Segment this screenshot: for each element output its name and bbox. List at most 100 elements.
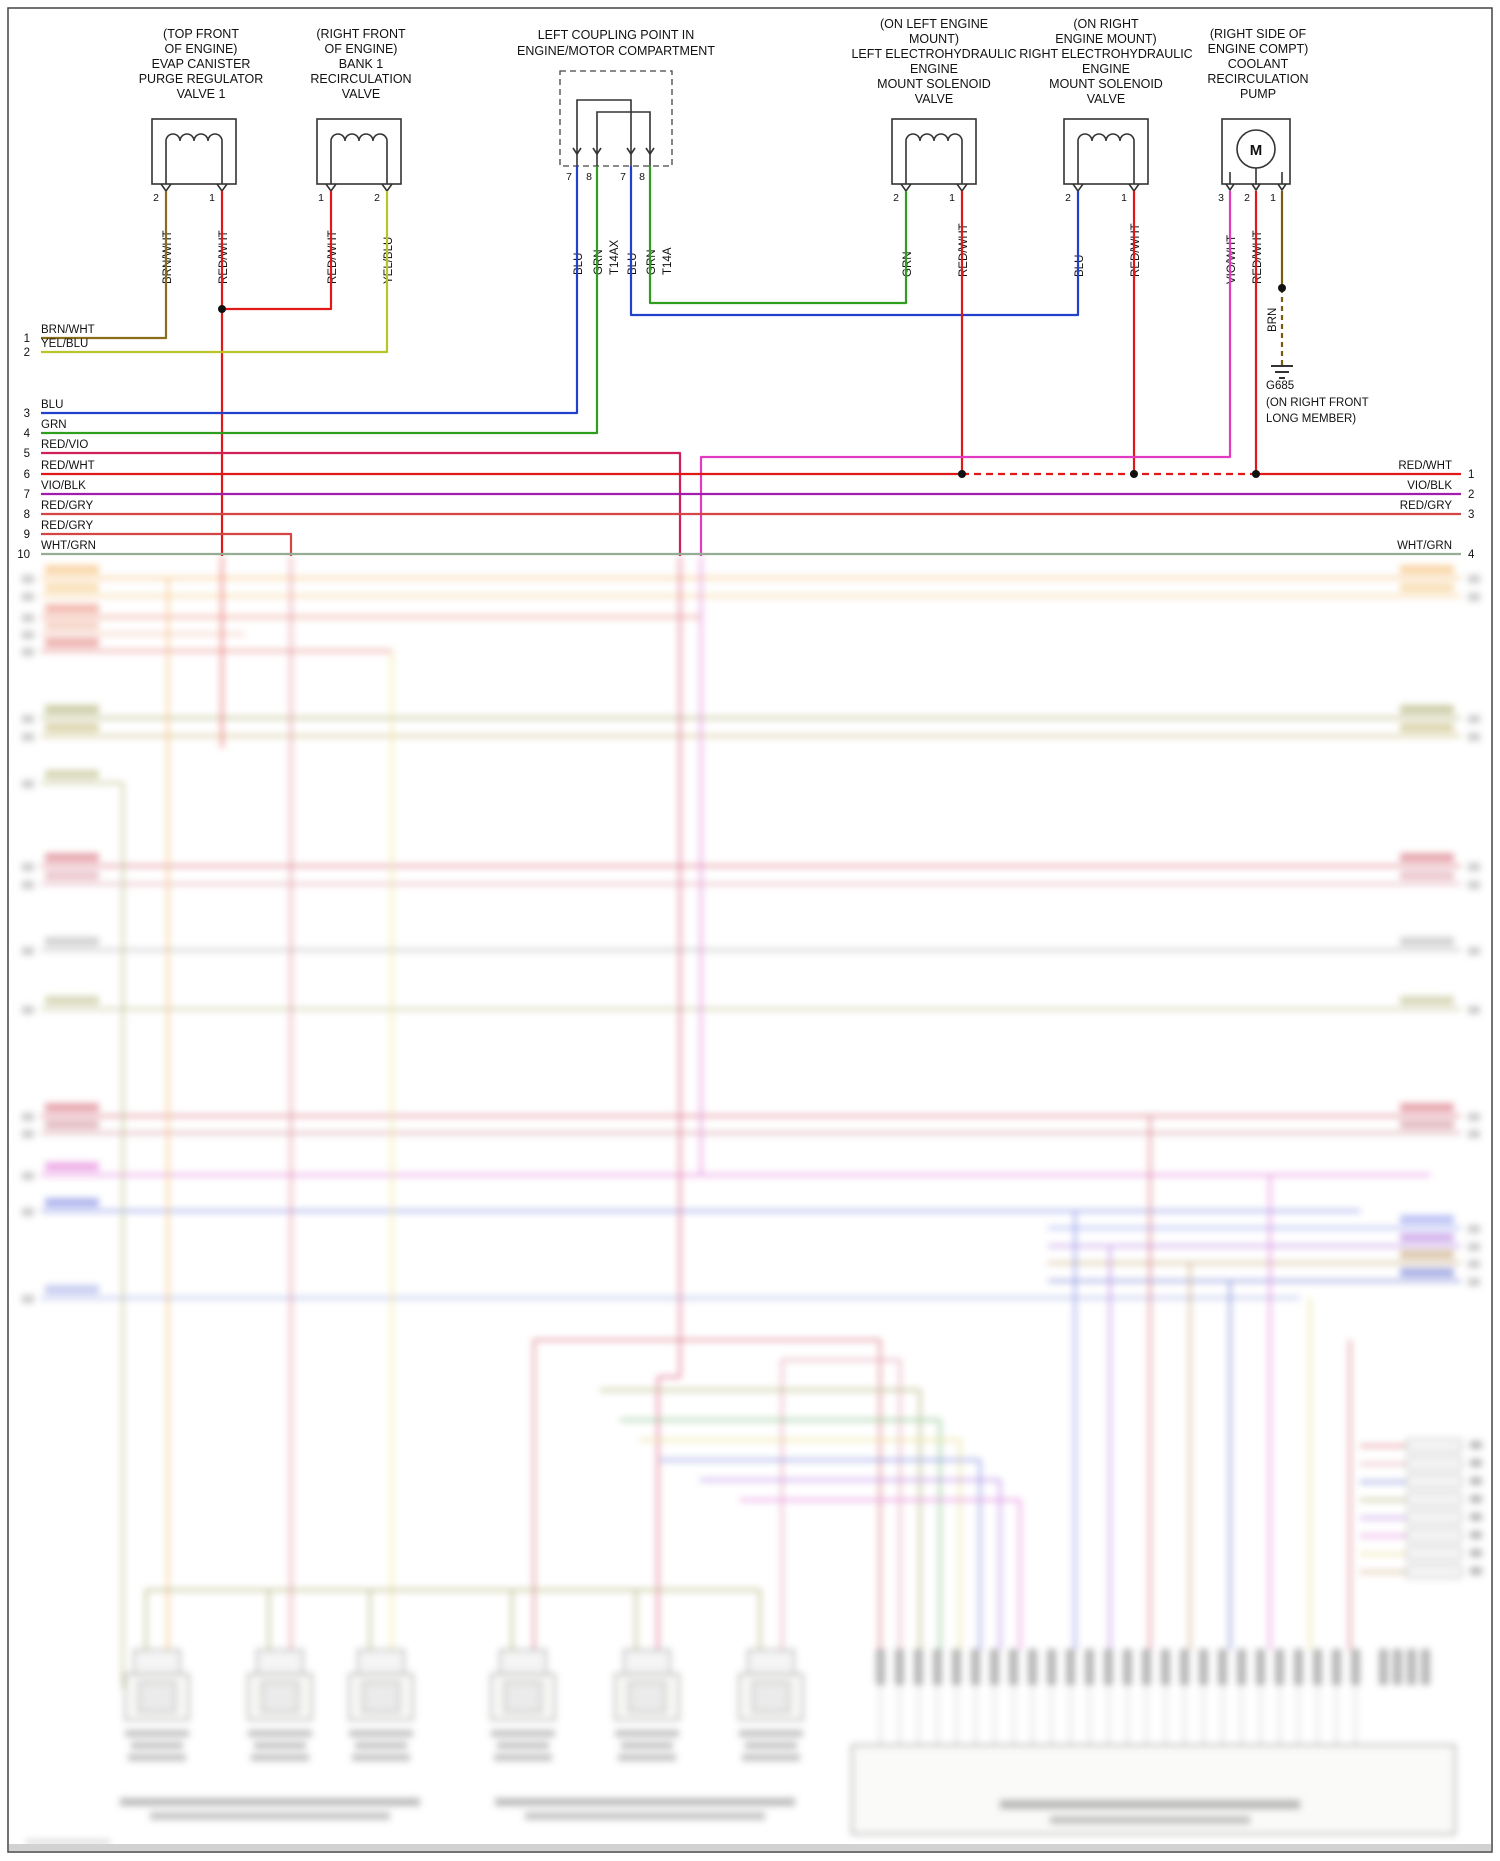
row-number: 5 bbox=[24, 448, 30, 460]
blurred-shape bbox=[494, 1754, 552, 1761]
ground-g685: BRN G685 (ON RIGHT FRONT LONG MEMBER) bbox=[1266, 191, 1369, 425]
blurred-shape bbox=[739, 1730, 803, 1737]
pin-number: 2 bbox=[893, 192, 899, 204]
blurred-shape bbox=[355, 1742, 407, 1749]
pin-number: 2 bbox=[374, 192, 380, 204]
coupling-point: LEFT COUPLING POINT IN ENGINE/MOTOR COMP… bbox=[517, 28, 715, 275]
wire-brn-wht bbox=[41, 191, 168, 340]
wire-blu-right-mount bbox=[629, 166, 1080, 317]
blurred-shape bbox=[362, 1681, 400, 1713]
blurred-shape bbox=[1421, 1649, 1430, 1685]
row-number: 1 bbox=[24, 333, 30, 345]
solenoid-valve-symbol bbox=[316, 118, 402, 185]
pin-number: 7 bbox=[566, 171, 572, 183]
wire-color-label: BLU bbox=[573, 253, 585, 275]
row-number: 4 bbox=[24, 428, 31, 440]
connector-chevron-icon bbox=[1072, 183, 1140, 193]
diagram-border bbox=[7, 7, 1493, 1853]
component-label: PUMP bbox=[1240, 87, 1276, 101]
blurred-shape bbox=[248, 1730, 312, 1737]
coil-icon bbox=[165, 133, 223, 142]
blurred-shape bbox=[752, 1681, 790, 1713]
component-label: LEFT ELECTROHYDRAULIC bbox=[851, 47, 1016, 61]
row-number: 3 bbox=[1468, 509, 1474, 521]
component-label: (RIGHT SIDE OF bbox=[1210, 27, 1307, 41]
component-label: BANK 1 bbox=[339, 57, 384, 71]
wire-color-label: BRN/WHT bbox=[162, 230, 174, 284]
row-label: WHT/GRN bbox=[1397, 540, 1452, 552]
component-label: (ON RIGHT bbox=[1073, 17, 1139, 31]
row-label: RED/WHT bbox=[41, 460, 95, 472]
wire-grn-left-mount bbox=[648, 166, 908, 305]
blurred-cross-links bbox=[144, 1338, 1020, 1650]
blurred-shape bbox=[618, 1754, 676, 1761]
component-label: ENGINE bbox=[1082, 62, 1130, 76]
blurred-wire-labels bbox=[22, 565, 1480, 1303]
component-label: VALVE 1 bbox=[177, 87, 226, 101]
pin-number: 1 bbox=[209, 192, 215, 204]
row-number: 8 bbox=[24, 509, 30, 521]
wire-color-label: YEL/BLU bbox=[383, 237, 395, 284]
row-label: WHT/GRN bbox=[41, 540, 96, 552]
wire-color-label: RED/WHT bbox=[327, 230, 339, 284]
component-coolant-pump: (RIGHT SIDE OF ENGINE COMPT) COOLANT REC… bbox=[1207, 27, 1308, 284]
blurred-shape bbox=[497, 1742, 549, 1749]
wire-blu bbox=[41, 166, 579, 415]
connector-name: T14A bbox=[662, 247, 674, 275]
blurred-shape bbox=[745, 1742, 797, 1749]
component-label: VALVE bbox=[1087, 92, 1125, 106]
component-label: RECIRCULATION bbox=[310, 72, 411, 86]
leads bbox=[1077, 141, 1135, 184]
component-label: PURGE REGULATOR bbox=[139, 72, 264, 86]
blurred-wiring-svg bbox=[22, 552, 1482, 1847]
leads bbox=[905, 141, 963, 184]
wire-color-label: RED/WHT bbox=[218, 230, 230, 284]
blurred-shape bbox=[504, 1681, 542, 1713]
blurred-shape bbox=[138, 1681, 176, 1713]
row-label: BRN/WHT bbox=[41, 324, 95, 336]
wire-color-label: GRN bbox=[902, 251, 914, 277]
row-label: RED/WHT bbox=[1398, 460, 1452, 472]
row-number: 10 bbox=[17, 549, 30, 561]
junction-dot bbox=[1130, 470, 1138, 478]
solenoid-valve-symbol bbox=[1063, 118, 1149, 185]
blurred-shape bbox=[747, 1649, 795, 1675]
blurred-shape bbox=[125, 1730, 189, 1737]
blurred-shape bbox=[742, 1754, 800, 1761]
component-label: LEFT COUPLING POINT IN bbox=[538, 28, 695, 42]
component-label: RIGHT ELECTROHYDRAULIC bbox=[1019, 47, 1192, 61]
solenoid-valve-symbol bbox=[151, 118, 237, 185]
blurred-shape bbox=[499, 1649, 547, 1675]
blurred-vertical-wires bbox=[121, 552, 1352, 1688]
row-label: RED/VIO bbox=[41, 439, 88, 451]
leads bbox=[1229, 168, 1283, 184]
junction-dot bbox=[1278, 284, 1286, 292]
component-evap-purge-valve: (TOP FRONT OF ENGINE) EVAP CANISTER PURG… bbox=[139, 27, 264, 284]
blurred-shape bbox=[128, 1754, 186, 1761]
coil-icon bbox=[330, 133, 388, 142]
row-number: 2 bbox=[24, 347, 30, 359]
blurred-shape bbox=[352, 1754, 410, 1761]
connector-name: T14AX bbox=[609, 240, 621, 275]
group-label-blobs bbox=[120, 1798, 795, 1820]
blurred-shape bbox=[251, 1754, 309, 1761]
component-label: ENGINE/MOTOR COMPARTMENT bbox=[517, 44, 715, 58]
row-label: RED/GRY bbox=[41, 520, 94, 532]
component-left-engine-mount-valve: (ON LEFT ENGINE MOUNT) LEFT ELECTROHYDRA… bbox=[851, 17, 1016, 277]
pin-number: 2 bbox=[1244, 192, 1250, 204]
motor-m-glyph: M bbox=[1250, 142, 1263, 159]
jumper bbox=[576, 99, 632, 166]
wire-yel-blu bbox=[41, 191, 389, 354]
pin-number: 8 bbox=[639, 171, 645, 183]
solenoid-valve-symbol bbox=[891, 118, 977, 185]
jumper bbox=[596, 111, 651, 166]
leads bbox=[330, 141, 388, 184]
bottom-bar bbox=[9, 1844, 1491, 1851]
wire-red-wht-valves bbox=[220, 191, 333, 556]
coupling-box bbox=[559, 70, 673, 167]
junction-dot bbox=[958, 470, 966, 478]
row-number: 2 bbox=[1468, 489, 1474, 501]
component-label: VALVE bbox=[915, 92, 953, 106]
connector-chevron-icon bbox=[160, 183, 228, 193]
component-label: VALVE bbox=[342, 87, 380, 101]
